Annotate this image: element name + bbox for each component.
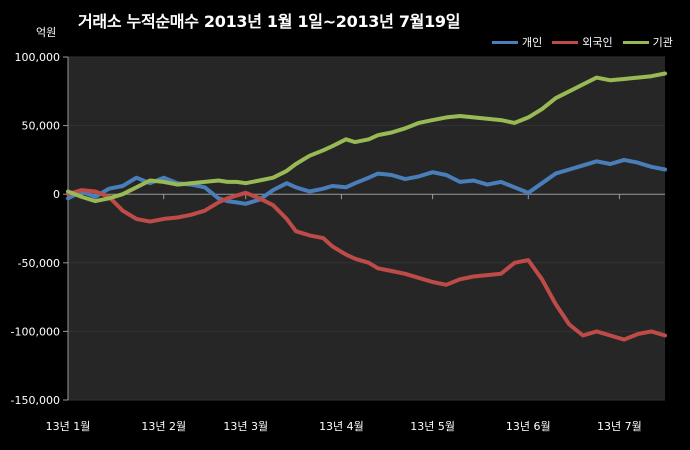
x-tick-label: 13년 7월 (597, 420, 642, 433)
x-tick-label: 13년 3월 (223, 420, 268, 433)
y-tick-label: 50,000 (22, 120, 61, 133)
legend-label: 개인 (522, 36, 543, 49)
series-line (66, 157, 667, 206)
legend-label: 외국인 (582, 36, 613, 49)
legend-swatch (492, 40, 518, 44)
legend-swatch (552, 40, 579, 44)
x-tick-label: 13년 1월 (46, 420, 91, 433)
plot-area (68, 57, 665, 400)
legend-label: 기관 (652, 36, 673, 49)
chart-title: 거래소 누적순매수 2013년 1월 1일~2013년 7월19일 (78, 12, 461, 31)
series-line (66, 71, 667, 204)
y-unit-label: 억원 (36, 26, 57, 39)
y-tick-label: -150,000 (11, 394, 60, 407)
y-tick-label: -50,000 (18, 257, 60, 270)
y-tick-label: -100,000 (11, 325, 60, 338)
legend-item: 외국인 (552, 34, 613, 50)
x-tick-label: 13년 6월 (506, 420, 551, 433)
x-tick-label: 13년 5월 (410, 420, 455, 433)
series-line (66, 188, 667, 342)
chart-legend: 개인 외국인 기관 (492, 34, 673, 50)
x-tick-label: 13년 4월 (319, 420, 364, 433)
x-tick-label: 13년 2월 (141, 420, 186, 433)
y-tick-label: 0 (53, 188, 60, 201)
legend-item: 개인 (492, 34, 542, 50)
y-tick-label: 100,000 (15, 51, 61, 64)
legend-item: 기관 (622, 34, 673, 50)
legend-swatch (622, 40, 649, 44)
